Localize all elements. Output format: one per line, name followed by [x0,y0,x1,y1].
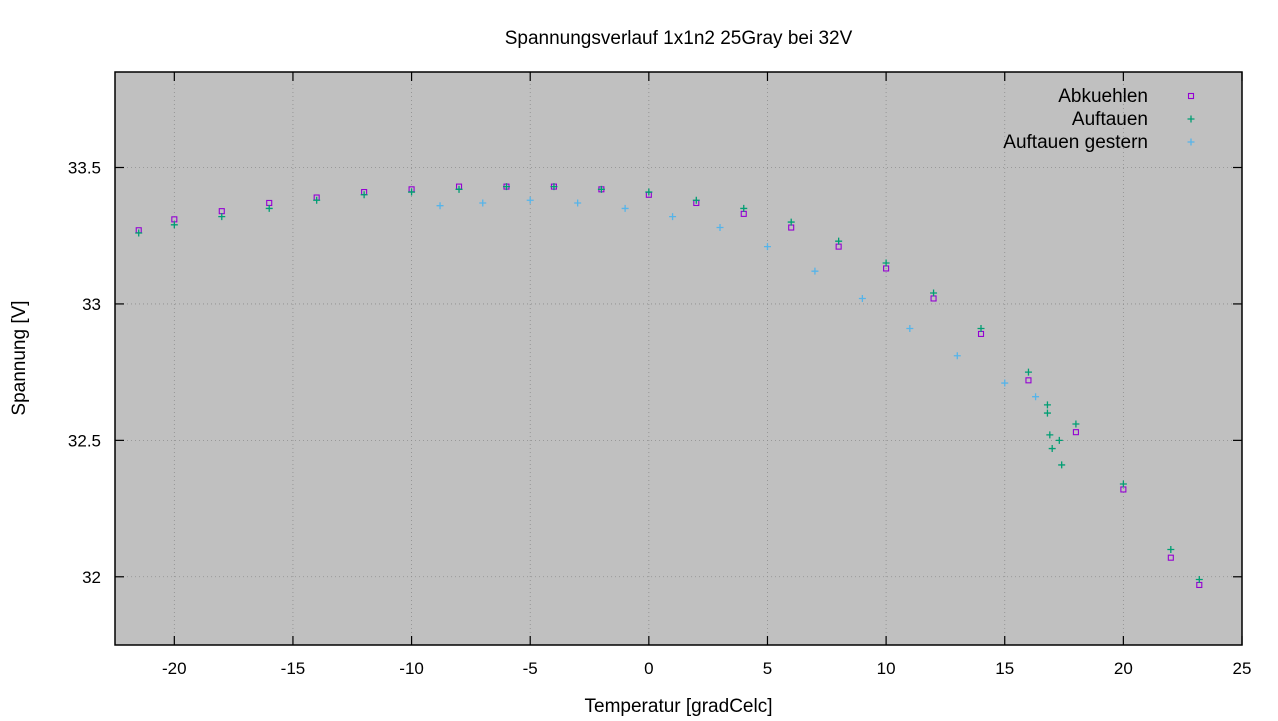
data-point [621,204,629,212]
x-tick-label: 5 [763,659,772,678]
x-tick-label: 25 [1233,659,1252,678]
series-auftauen-gestern [436,196,1040,401]
data-point [313,196,321,204]
data-point [858,294,866,302]
data-point [1195,576,1203,584]
data-point [1119,480,1127,488]
data-point [811,267,819,275]
data-point [265,204,273,212]
x-axis-label: Temperatur [gradCelc] [585,696,773,717]
data-point [360,191,368,199]
plot-area [115,72,1242,645]
data-point [1043,409,1051,417]
data-point [930,289,938,297]
data-point [408,188,416,196]
data-point [1167,546,1175,553]
data-point [1055,436,1063,444]
data-point [502,183,510,191]
x-tick-label: 20 [1114,659,1133,678]
data-point [135,229,143,237]
data-point [977,324,985,332]
legend-marker [1187,92,1195,100]
data-point [1048,445,1056,453]
data-point [835,237,843,245]
data-point [1001,379,1009,387]
chart-title: Spannungsverlauf 1x1n2 25Gray bei 32V [505,28,853,49]
data-point [669,213,677,221]
data-point [953,352,961,360]
data-point [455,185,463,193]
data-point [218,213,226,221]
legend-label: Auftauen gestern [1003,132,1148,153]
data-point [170,221,178,229]
data-point [645,188,653,196]
legend-marker [1187,138,1195,146]
data-points [135,183,1203,589]
data-point [882,259,890,267]
data-point [479,199,487,207]
plot-frame [114,71,1243,646]
data-point [526,196,534,204]
x-tick-label: 0 [644,659,653,678]
data-point [436,202,444,210]
y-tick-label: 33 [82,295,101,314]
data-point [906,324,914,332]
data-point [1032,393,1040,401]
data-point [1025,377,1032,384]
data-point [574,199,582,207]
data-point [787,218,795,226]
y-axis-label: Spannung [V] [9,300,30,415]
data-point [1058,461,1066,469]
data-point [1043,401,1051,409]
data-point [550,183,558,191]
x-tick-label: -5 [523,659,538,678]
x-tick-label: 15 [995,659,1014,678]
data-point [716,224,724,232]
data-point [1072,420,1080,428]
axis-ticks: -20 -15 -10 -5 0 5 10 15 20 25 32 32.5 33 33.5 [68,72,1252,678]
legend-label: Abkuehlen [1058,86,1148,107]
series-auftauen [135,183,1203,584]
data-point [740,204,748,212]
legend-marker [1187,115,1195,123]
data-point [1024,368,1032,376]
y-tick-label: 32 [82,568,101,587]
data-point [692,196,700,204]
y-tick-label: 33.5 [68,159,101,178]
x-tick-label: 10 [877,659,896,678]
legend-label: Auftauen [1072,109,1148,130]
data-point [763,243,771,251]
data-point [1167,554,1174,561]
data-point [1046,431,1054,439]
x-tick-label: -15 [281,659,306,678]
x-tick-label: -10 [399,659,424,678]
data-point [1072,429,1079,436]
data-point [597,185,605,193]
x-tick-label: -20 [162,659,187,678]
y-tick-label: 32.5 [68,431,101,450]
